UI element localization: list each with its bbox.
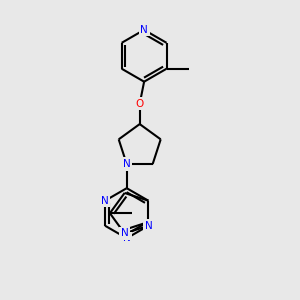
Text: N: N — [123, 159, 130, 169]
Text: N: N — [123, 233, 130, 243]
Text: N: N — [140, 25, 148, 35]
Text: N: N — [101, 196, 109, 206]
Text: N: N — [121, 229, 128, 238]
Text: O: O — [136, 99, 144, 109]
Text: N: N — [145, 221, 152, 231]
